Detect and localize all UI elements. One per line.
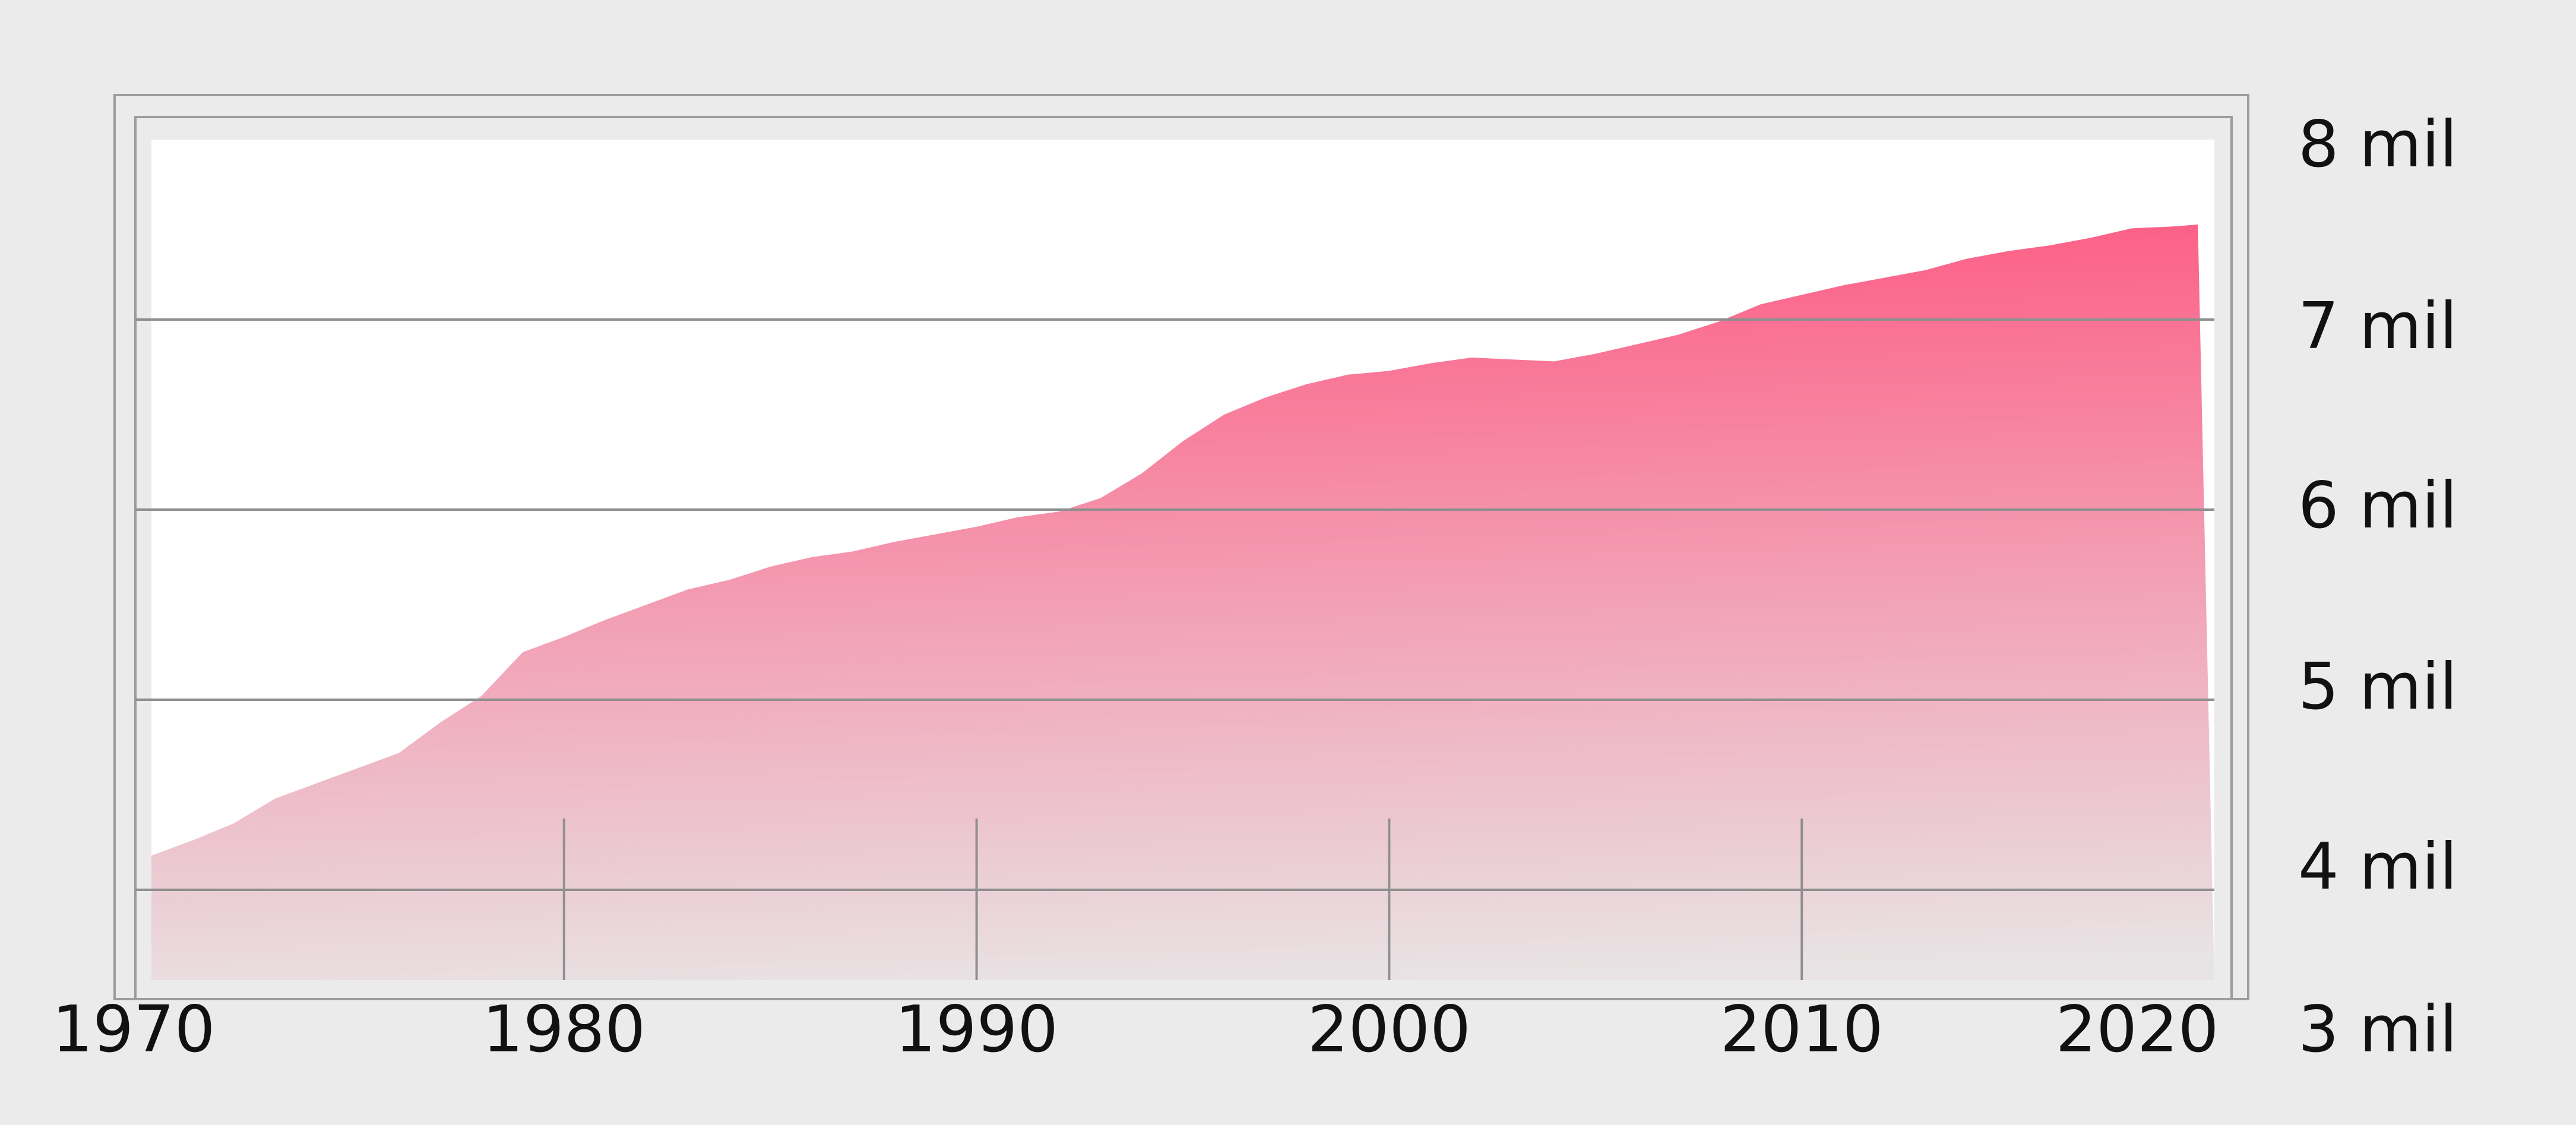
y-tick-label-6: 6 mil bbox=[2298, 469, 2457, 543]
area-series bbox=[151, 225, 2214, 980]
x-axis-labels: 1970 1980 1990 2000 2010 2020 bbox=[52, 993, 2219, 1067]
x-tick-label-1990: 1990 bbox=[895, 993, 1058, 1067]
x-tick-label-1970: 1970 bbox=[52, 993, 216, 1067]
gridlines bbox=[135, 318, 2214, 980]
y-axis-labels: 3 mil 4 mil 5 mil 6 mil 7 mil 8 mil bbox=[2298, 108, 2457, 1067]
y-tick-label-8: 8 mil bbox=[2298, 108, 2457, 182]
y-tick-label-5: 5 mil bbox=[2298, 650, 2457, 724]
x-tick-label-1980: 1980 bbox=[482, 993, 645, 1067]
x-tick-label-2020: 2020 bbox=[2056, 993, 2219, 1067]
y-tick-label-3: 3 mil bbox=[2298, 993, 2457, 1067]
x-tick-label-2000: 2000 bbox=[1308, 993, 1471, 1067]
y-tick-label-7: 7 mil bbox=[2298, 289, 2457, 364]
y-tick-label-4: 4 mil bbox=[2298, 830, 2457, 904]
x-tick-label-2010: 2010 bbox=[1720, 993, 1884, 1067]
